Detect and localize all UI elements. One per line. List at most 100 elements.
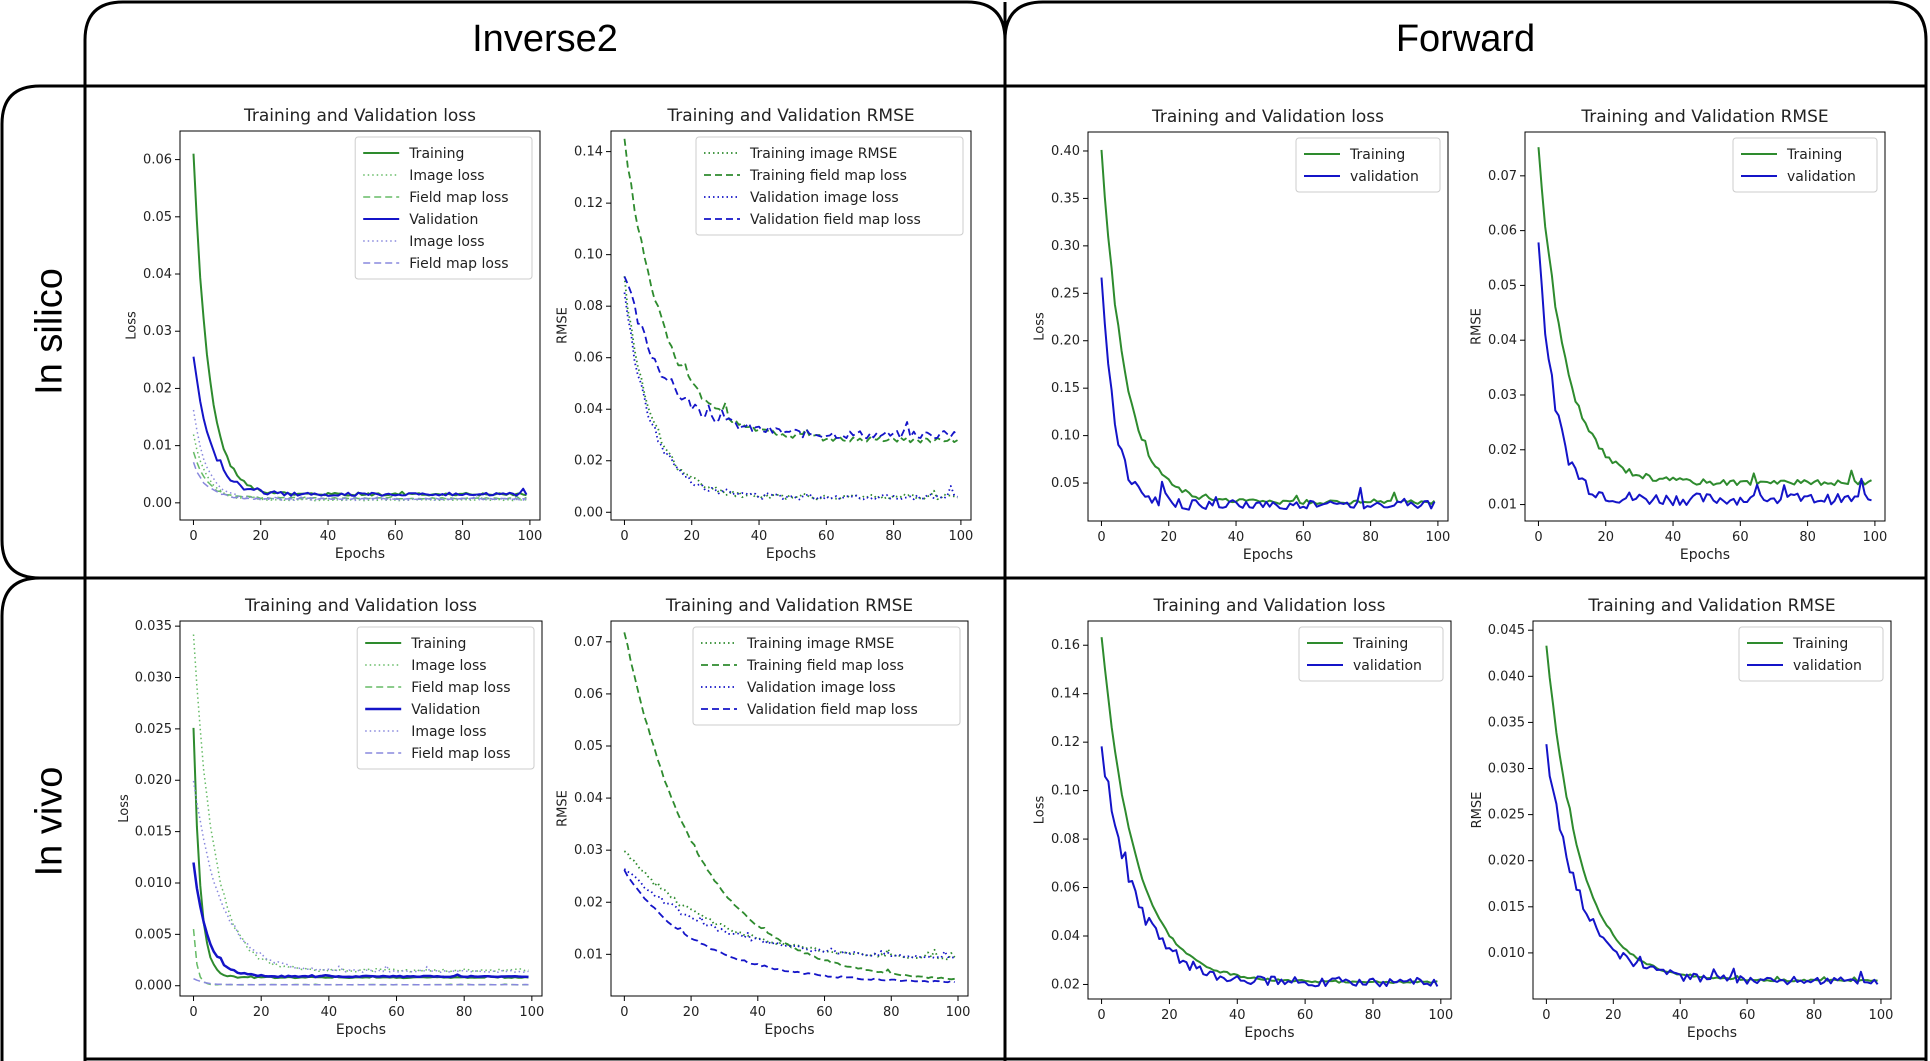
y-tick-label: 0.02 bbox=[574, 895, 603, 910]
x-tick-label: 20 bbox=[253, 1005, 270, 1020]
x-tick-label: 20 bbox=[1597, 530, 1614, 545]
header-frame bbox=[83, 0, 1928, 86]
legend: Training image RMSE Training field map lo… bbox=[692, 626, 961, 726]
series-line bbox=[192, 451, 527, 500]
y-tick-label: 0.000 bbox=[135, 979, 172, 994]
y-tick-label: 0.020 bbox=[135, 773, 172, 788]
y-tick-label: 0.06 bbox=[1488, 224, 1517, 239]
y-tick-label: 0.35 bbox=[1051, 191, 1080, 206]
y-tick-label: 0.010 bbox=[1488, 946, 1525, 961]
series-line bbox=[1100, 746, 1439, 988]
x-axis-label: Epochs bbox=[335, 546, 385, 562]
y-tick-label: 0.020 bbox=[1488, 854, 1525, 869]
x-tick-label: 0 bbox=[1542, 1008, 1550, 1023]
y-axis-label: Loss bbox=[1033, 796, 1048, 825]
plot-area bbox=[179, 130, 541, 521]
y-tick-label: 0.10 bbox=[1051, 784, 1080, 799]
y-tick-label: 0.10 bbox=[574, 248, 603, 263]
series-line bbox=[192, 862, 529, 979]
x-tick-label: 100 bbox=[1428, 1008, 1453, 1023]
y-tick-label: 0.035 bbox=[135, 619, 172, 634]
chart-vivo_inv_rmse: Training and Validation RMSE 0 20 40 60 80 100… bbox=[556, 596, 971, 1038]
y-tick-label: 0.12 bbox=[574, 196, 603, 211]
x-tick-label: 60 bbox=[1739, 1008, 1756, 1023]
legend-box bbox=[695, 136, 964, 236]
y-tick-label: 0.25 bbox=[1051, 286, 1080, 301]
chart-title: Training and Validation RMSE bbox=[1580, 107, 1828, 127]
legend: Training Image loss Field map loss Validati… bbox=[354, 136, 533, 280]
y-tick-label: 0.20 bbox=[1051, 334, 1080, 349]
y-tick-label: 0.16 bbox=[1051, 638, 1080, 653]
series-line bbox=[623, 868, 955, 959]
series-line bbox=[192, 780, 529, 974]
legend-label: Validation bbox=[411, 702, 480, 718]
series-line bbox=[192, 356, 528, 497]
legend: Training validation bbox=[1295, 137, 1441, 193]
y-tick-label: 0.05 bbox=[1051, 476, 1080, 491]
y-tick-label: 0.030 bbox=[135, 671, 172, 686]
x-tick-label: 40 bbox=[1665, 530, 1682, 545]
legend-box bbox=[1738, 626, 1884, 682]
y-tick-label: 0.04 bbox=[1051, 929, 1080, 944]
chart-vivo_fwd_rmse: Training and Validation RMSE 0 20 40 60 80 100… bbox=[1470, 596, 1893, 1041]
x-tick-label: 0 bbox=[1097, 1008, 1105, 1023]
y-tick-label: 0.15 bbox=[1051, 381, 1080, 396]
series-line bbox=[1100, 637, 1438, 984]
legend-label: Field map loss bbox=[409, 190, 508, 206]
y-tick-label: 0.08 bbox=[1051, 832, 1080, 847]
chart-silico_inv_rmse: Training and Validation RMSE 0 20 40 60 80 100… bbox=[556, 106, 974, 562]
y-tick-label: 0.10 bbox=[1051, 429, 1080, 444]
x-tick-label: 100 bbox=[946, 1005, 971, 1020]
legend: Training validation bbox=[1738, 626, 1884, 682]
legend-label: Training bbox=[1352, 636, 1408, 652]
legend-label: Image loss bbox=[409, 234, 484, 250]
x-tick-label: 80 bbox=[883, 1005, 900, 1020]
series-line bbox=[1545, 645, 1878, 983]
y-tick-label: 0.06 bbox=[143, 153, 172, 168]
series-line bbox=[192, 434, 527, 502]
y-tick-label: 0.05 bbox=[1488, 278, 1517, 293]
legend-box bbox=[356, 626, 535, 770]
chart-title: Training and Validation RMSE bbox=[1587, 596, 1835, 616]
y-tick-label: 0.08 bbox=[574, 299, 603, 314]
y-tick-label: 0.025 bbox=[135, 722, 172, 737]
legend-box bbox=[1298, 626, 1444, 682]
x-tick-label: 0 bbox=[189, 1005, 197, 1020]
legend: Training image RMSE Training field map lo… bbox=[695, 136, 964, 236]
legend-label: validation bbox=[1350, 169, 1419, 185]
y-tick-label: 0.06 bbox=[1051, 881, 1080, 896]
y-axis-label: RMSE bbox=[1470, 308, 1485, 345]
y-tick-label: 0.14 bbox=[574, 145, 603, 160]
legend-box bbox=[354, 136, 533, 280]
x-tick-label: 80 bbox=[1806, 1008, 1823, 1023]
y-tick-label: 0.12 bbox=[1051, 735, 1080, 750]
chart-title: Training and Validation loss bbox=[1151, 107, 1384, 127]
y-tick-label: 0.40 bbox=[1051, 144, 1080, 159]
y-tick-label: 0.010 bbox=[135, 876, 172, 891]
x-tick-label: 100 bbox=[519, 1005, 544, 1020]
x-axis-label: Epochs bbox=[1680, 547, 1730, 563]
legend-box bbox=[1295, 137, 1441, 193]
legend: Training Image loss Field map loss Validati… bbox=[356, 626, 535, 770]
x-tick-label: 20 bbox=[252, 529, 269, 544]
legend-label: Training image RMSE bbox=[746, 636, 894, 652]
y-tick-label: 0.030 bbox=[1488, 762, 1525, 777]
x-tick-label: 100 bbox=[1425, 530, 1450, 545]
y-tick-label: 0.025 bbox=[1488, 808, 1525, 823]
series-line bbox=[623, 850, 956, 961]
y-tick-label: 0.04 bbox=[1488, 333, 1517, 348]
y-tick-label: 0.04 bbox=[574, 791, 603, 806]
y-tick-label: 0.01 bbox=[143, 439, 172, 454]
x-tick-label: 100 bbox=[1862, 530, 1887, 545]
x-tick-label: 60 bbox=[387, 529, 404, 544]
legend-label: Image loss bbox=[409, 168, 484, 184]
x-tick-label: 60 bbox=[388, 1005, 405, 1020]
y-tick-label: 0.04 bbox=[574, 402, 603, 417]
x-tick-label: 40 bbox=[751, 529, 768, 544]
x-axis-label: Epochs bbox=[336, 1022, 386, 1038]
legend-label: Validation bbox=[409, 212, 478, 228]
y-tick-label: 0.035 bbox=[1488, 715, 1525, 730]
plot-area bbox=[1524, 131, 1886, 522]
